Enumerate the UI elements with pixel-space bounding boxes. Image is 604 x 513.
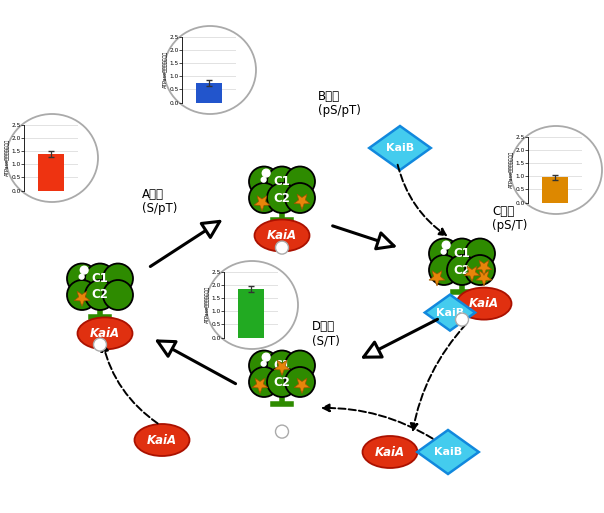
Circle shape bbox=[85, 264, 115, 293]
Circle shape bbox=[249, 183, 279, 213]
Text: KaiA: KaiA bbox=[147, 433, 177, 446]
Ellipse shape bbox=[254, 220, 309, 251]
Circle shape bbox=[249, 367, 279, 397]
Bar bbox=[196, 83, 222, 103]
Polygon shape bbox=[369, 126, 431, 170]
Text: C状態: C状態 bbox=[492, 205, 514, 218]
Text: C1: C1 bbox=[454, 247, 471, 260]
Circle shape bbox=[465, 239, 495, 268]
Bar bbox=[38, 153, 64, 190]
Text: KaiB: KaiB bbox=[386, 143, 414, 153]
Circle shape bbox=[267, 367, 297, 397]
Circle shape bbox=[465, 255, 495, 285]
Ellipse shape bbox=[164, 26, 256, 114]
Circle shape bbox=[67, 264, 97, 293]
Polygon shape bbox=[425, 294, 475, 330]
Ellipse shape bbox=[510, 126, 602, 214]
Polygon shape bbox=[252, 378, 268, 393]
Circle shape bbox=[262, 361, 266, 366]
Text: (pS/T): (pS/T) bbox=[492, 219, 527, 232]
Polygon shape bbox=[254, 195, 270, 211]
Circle shape bbox=[267, 167, 297, 196]
Text: KaiA: KaiA bbox=[267, 229, 297, 242]
Text: KaiA: KaiA bbox=[90, 327, 120, 340]
Polygon shape bbox=[429, 271, 445, 286]
Text: KaiB: KaiB bbox=[436, 308, 464, 318]
Text: (pS/pT): (pS/pT) bbox=[318, 104, 361, 117]
Ellipse shape bbox=[457, 288, 512, 320]
Text: C1: C1 bbox=[274, 175, 291, 188]
Text: KaiB: KaiB bbox=[434, 447, 462, 457]
Circle shape bbox=[442, 241, 450, 249]
Circle shape bbox=[103, 264, 133, 293]
Bar bbox=[238, 289, 264, 338]
Y-axis label: ATPase活性（相対値）: ATPase活性（相対値） bbox=[162, 51, 167, 88]
Ellipse shape bbox=[135, 424, 190, 456]
Text: C2: C2 bbox=[92, 288, 109, 302]
Text: C2: C2 bbox=[274, 191, 291, 205]
Bar bbox=[542, 177, 568, 203]
Circle shape bbox=[447, 255, 477, 285]
Text: C2: C2 bbox=[454, 264, 471, 277]
Text: C2: C2 bbox=[274, 376, 291, 388]
Circle shape bbox=[67, 280, 97, 310]
Polygon shape bbox=[274, 360, 290, 376]
Y-axis label: ATPase活性（相対値）: ATPase活性（相対値） bbox=[4, 139, 10, 176]
Circle shape bbox=[80, 266, 88, 274]
Text: KaiA: KaiA bbox=[375, 445, 405, 459]
Circle shape bbox=[285, 167, 315, 196]
Text: (S/pT): (S/pT) bbox=[142, 202, 178, 215]
Circle shape bbox=[249, 167, 279, 196]
Circle shape bbox=[285, 183, 315, 213]
Circle shape bbox=[275, 241, 289, 254]
Polygon shape bbox=[74, 291, 90, 306]
Polygon shape bbox=[417, 430, 479, 474]
Ellipse shape bbox=[77, 318, 132, 349]
Circle shape bbox=[85, 280, 115, 310]
Polygon shape bbox=[464, 266, 480, 282]
Ellipse shape bbox=[206, 261, 298, 349]
Ellipse shape bbox=[362, 436, 417, 468]
Circle shape bbox=[267, 350, 297, 381]
Polygon shape bbox=[294, 378, 310, 393]
Circle shape bbox=[447, 239, 477, 268]
Text: A状態: A状態 bbox=[142, 188, 164, 201]
Circle shape bbox=[262, 177, 266, 182]
Circle shape bbox=[285, 350, 315, 381]
Circle shape bbox=[94, 338, 106, 351]
Circle shape bbox=[429, 255, 459, 285]
Y-axis label: ATPase活性（相対値）: ATPase活性（相対値） bbox=[205, 286, 210, 323]
Text: C1: C1 bbox=[274, 359, 291, 372]
Circle shape bbox=[285, 367, 315, 397]
Polygon shape bbox=[476, 271, 492, 286]
Circle shape bbox=[267, 183, 297, 213]
Circle shape bbox=[103, 280, 133, 310]
Circle shape bbox=[262, 169, 270, 177]
Polygon shape bbox=[294, 194, 310, 209]
Circle shape bbox=[275, 425, 289, 438]
Circle shape bbox=[429, 239, 459, 268]
Circle shape bbox=[79, 274, 84, 279]
Text: D状態: D状態 bbox=[312, 320, 335, 333]
Circle shape bbox=[249, 350, 279, 381]
Polygon shape bbox=[476, 260, 492, 275]
Y-axis label: ATPase活性（相対値）: ATPase活性（相対値） bbox=[509, 151, 513, 188]
Circle shape bbox=[455, 313, 469, 326]
Text: C1: C1 bbox=[92, 272, 109, 285]
Circle shape bbox=[262, 353, 270, 361]
Circle shape bbox=[442, 249, 446, 254]
Text: (S/T): (S/T) bbox=[312, 334, 340, 347]
Ellipse shape bbox=[6, 114, 98, 202]
Text: B状態: B状態 bbox=[318, 90, 340, 103]
Text: KaiA: KaiA bbox=[469, 297, 499, 310]
